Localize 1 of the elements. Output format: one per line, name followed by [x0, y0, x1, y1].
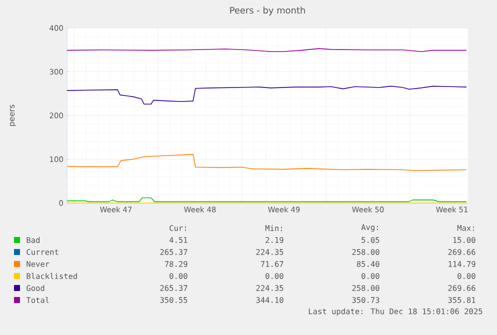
- chart-title: Peers - by month: [230, 6, 305, 16]
